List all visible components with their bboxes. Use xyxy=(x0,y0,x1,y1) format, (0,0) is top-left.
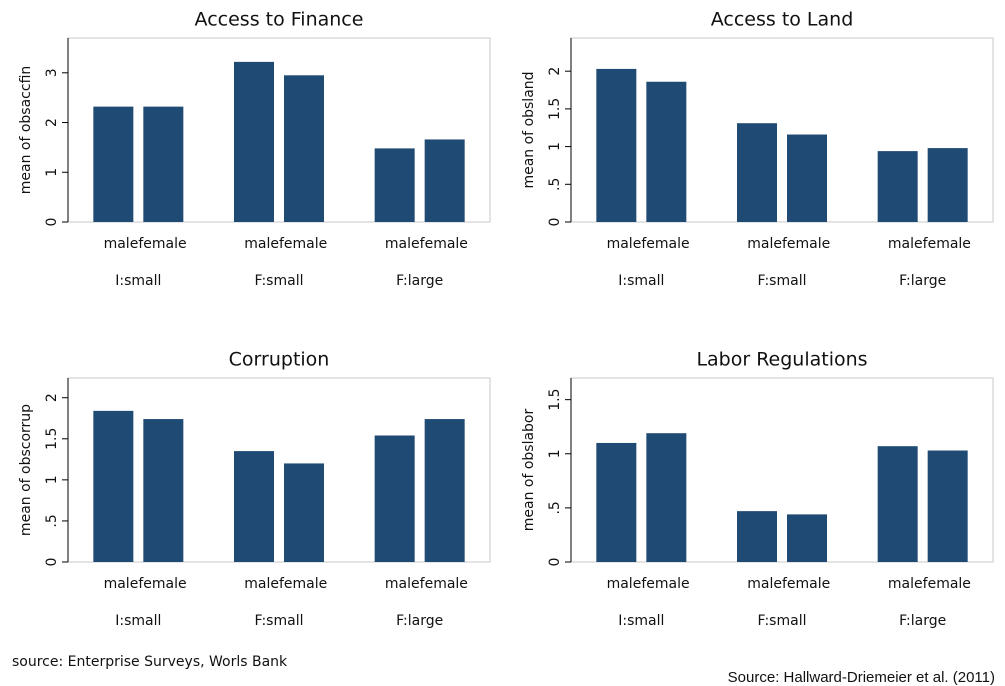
group-label: I:small xyxy=(618,613,664,629)
y-tick-label: 0 xyxy=(44,218,60,227)
bar xyxy=(787,134,827,222)
category-label: female xyxy=(138,236,186,252)
category-label: male xyxy=(104,236,139,252)
category-label: male xyxy=(385,576,420,592)
category-label: female xyxy=(641,576,689,592)
category-label: female xyxy=(923,236,971,252)
group-label: F:small xyxy=(758,273,807,289)
bar xyxy=(737,123,777,222)
category-label: male xyxy=(747,236,782,252)
group-label: F:large xyxy=(899,613,946,629)
bar xyxy=(596,442,637,562)
y-tick-label: 3 xyxy=(44,68,60,77)
bar xyxy=(234,451,274,562)
bar xyxy=(284,75,324,222)
source-note: source: Enterprise Surveys, Worls Bank xyxy=(12,654,288,670)
chart-title: Corruption xyxy=(229,349,330,371)
y-axis-label: mean of obsaccfin xyxy=(18,66,34,195)
category-label: male xyxy=(385,236,420,252)
category-label: male xyxy=(888,236,923,252)
bar xyxy=(927,148,968,222)
bar xyxy=(877,446,918,562)
bar xyxy=(374,435,415,562)
category-label: female xyxy=(782,236,830,252)
bar xyxy=(374,148,415,222)
bar xyxy=(143,419,184,562)
y-axis-label: mean of obslabor xyxy=(521,409,537,532)
category-label: male xyxy=(244,236,279,252)
bar xyxy=(284,463,324,562)
y-tick-label: 2 xyxy=(547,67,563,76)
bar xyxy=(927,450,968,562)
bar xyxy=(877,151,918,222)
bar xyxy=(143,106,184,222)
category-label: male xyxy=(888,576,923,592)
category-label: male xyxy=(607,576,642,592)
chart-title: Access to Land xyxy=(711,9,854,31)
y-tick-label: 2 xyxy=(44,118,60,127)
category-label: female xyxy=(923,576,971,592)
chart-title: Labor Regulations xyxy=(696,349,867,371)
chart-title: Access to Finance xyxy=(195,9,364,31)
group-label: I:small xyxy=(115,273,161,289)
y-tick-label: 1.5 xyxy=(547,389,563,411)
y-tick-label: 0 xyxy=(547,558,563,567)
y-tick-label: 0 xyxy=(547,218,563,227)
group-label: F:large xyxy=(396,613,443,629)
group-label: I:small xyxy=(618,273,664,289)
y-axis-label: mean of obscorrup xyxy=(18,404,34,536)
group-label: I:small xyxy=(115,613,161,629)
group-label: F:large xyxy=(396,273,443,289)
y-tick-label: .5 xyxy=(44,514,60,527)
y-tick-label: .5 xyxy=(547,178,563,191)
category-label: female xyxy=(279,236,327,252)
citation: Source: Hallward-Driemeier et al. (2011) xyxy=(728,669,995,686)
category-label: male xyxy=(244,576,279,592)
bar xyxy=(787,514,827,562)
bar xyxy=(424,419,465,562)
category-label: female xyxy=(420,236,468,252)
category-label: male xyxy=(747,576,782,592)
category-label: male xyxy=(104,576,139,592)
category-label: female xyxy=(138,576,186,592)
bar xyxy=(646,81,687,222)
bar xyxy=(737,511,777,562)
category-label: female xyxy=(420,576,468,592)
y-tick-label: 1.5 xyxy=(547,98,563,120)
group-label: F:small xyxy=(255,273,304,289)
category-label: female xyxy=(279,576,327,592)
y-tick-label: 2 xyxy=(44,393,60,402)
bar xyxy=(93,410,134,562)
bar xyxy=(424,139,465,222)
group-label: F:large xyxy=(899,273,946,289)
y-tick-label: 1 xyxy=(547,142,563,151)
y-tick-label: .5 xyxy=(547,501,563,514)
group-label: F:small xyxy=(255,613,304,629)
y-axis-label: mean of obsland xyxy=(521,71,537,188)
category-label: female xyxy=(782,576,830,592)
category-label: female xyxy=(641,236,689,252)
bar xyxy=(234,61,274,222)
y-tick-label: 1 xyxy=(44,475,60,484)
bar xyxy=(93,106,134,222)
y-tick-label: 1 xyxy=(44,168,60,177)
y-tick-label: 1.5 xyxy=(44,428,60,450)
category-label: male xyxy=(607,236,642,252)
bar xyxy=(596,68,637,222)
bar xyxy=(646,433,687,562)
group-label: F:small xyxy=(758,613,807,629)
y-tick-label: 1 xyxy=(547,449,563,458)
y-tick-label: 0 xyxy=(44,558,60,567)
